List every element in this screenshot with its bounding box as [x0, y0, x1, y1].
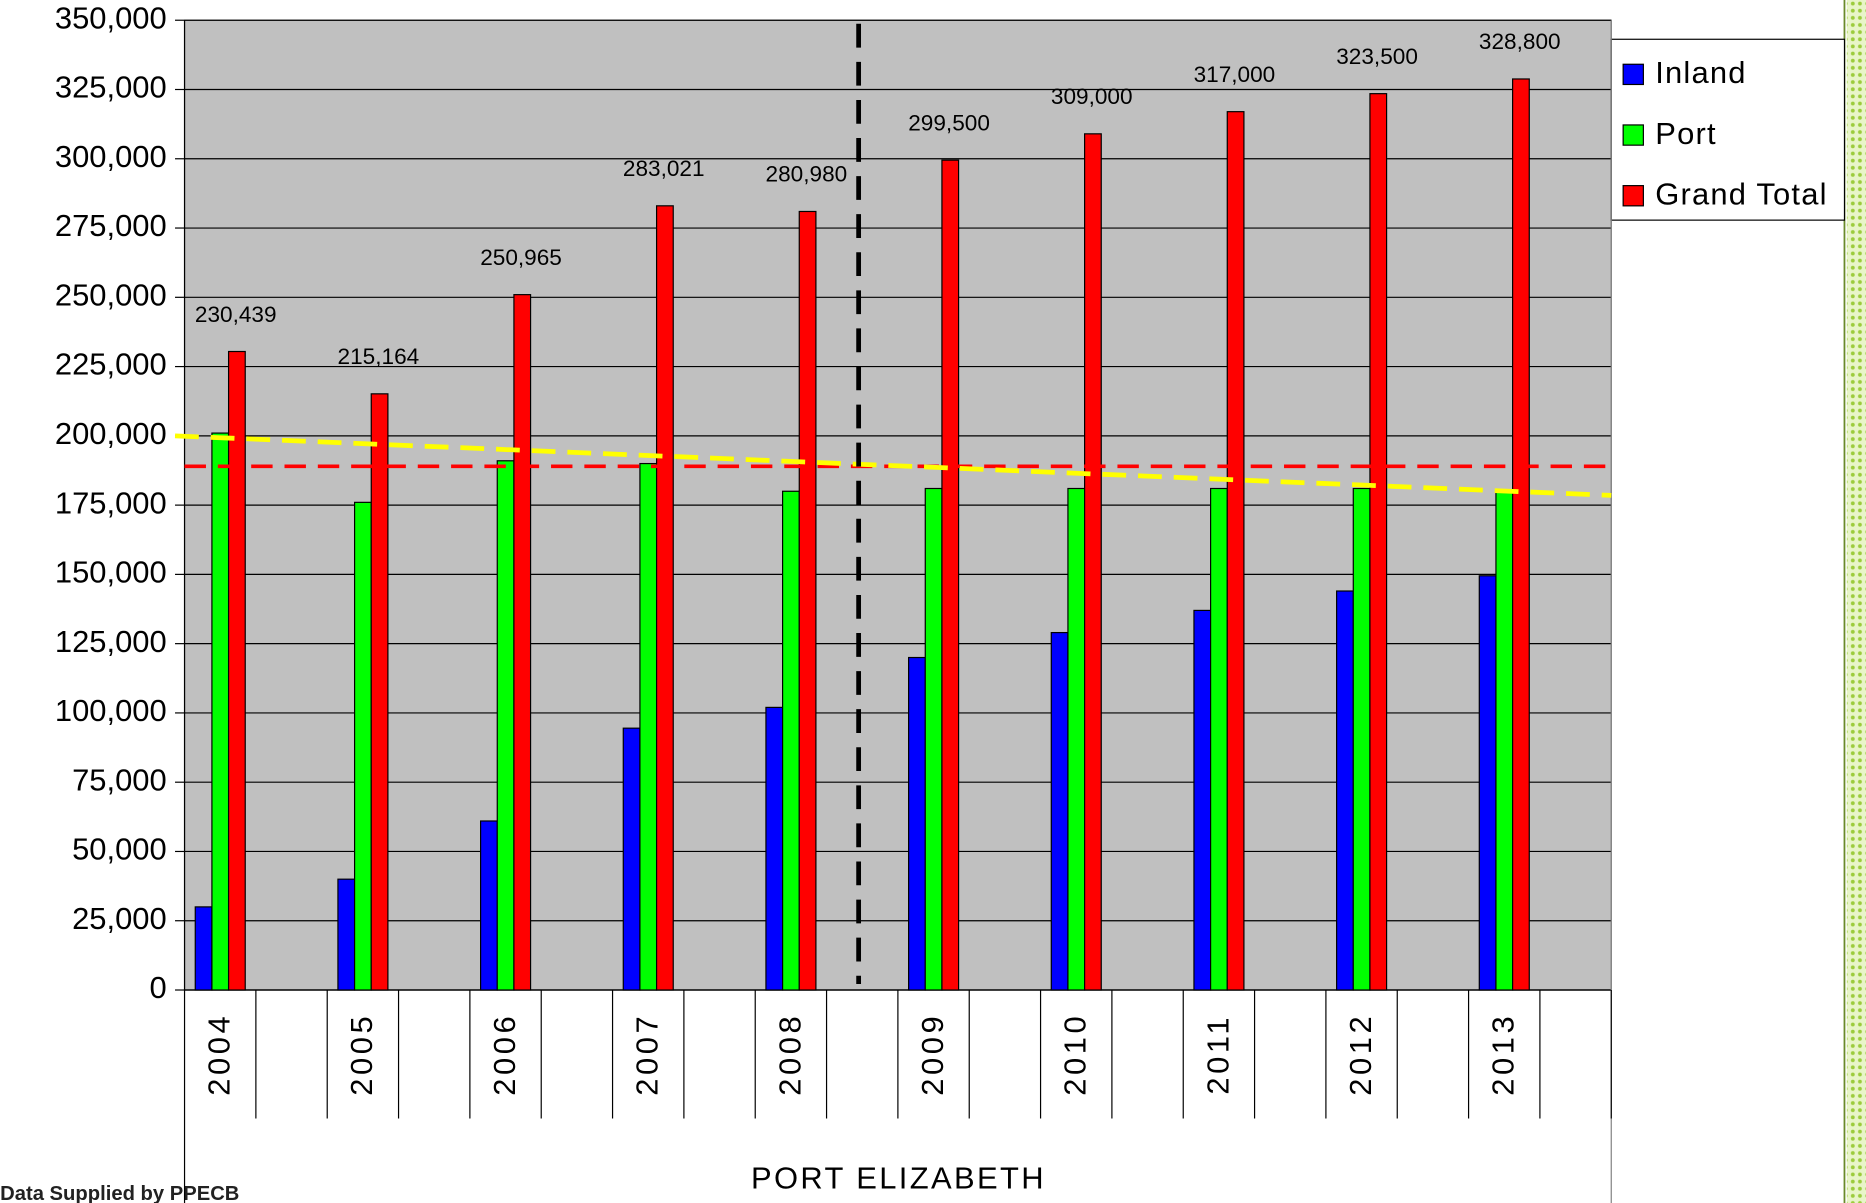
x-tick-label: 2007: [630, 1013, 665, 1096]
y-tick-label: 225,000: [55, 347, 167, 382]
y-tick-label: 175,000: [55, 485, 167, 520]
bar: [1352, 487, 1371, 991]
data-label: 328,800: [1479, 29, 1561, 54]
bar: [1193, 609, 1212, 991]
bar: [211, 432, 230, 991]
data-label: 280,980: [766, 162, 848, 187]
bar: [1050, 631, 1069, 991]
bar: [639, 462, 658, 991]
y-tick-label: 50,000: [72, 832, 167, 867]
bar: [1369, 93, 1388, 991]
x-tick-label: 2005: [344, 1013, 379, 1096]
bar: [1083, 133, 1102, 991]
x-tick-label: 2011: [1200, 1014, 1235, 1095]
bar: [924, 487, 943, 991]
y-tick-label: 275,000: [55, 208, 167, 243]
data-label: 230,439: [195, 302, 277, 327]
data-label: 309,000: [1051, 84, 1133, 109]
y-tick-label: 125,000: [55, 624, 167, 659]
y-tick-label: 75,000: [72, 762, 167, 797]
bar: [908, 656, 926, 991]
legend: Inland Port Grand Total: [1610, 38, 1846, 221]
y-tick-label: 300,000: [55, 139, 167, 174]
x-axis-title: PORT ELIZABETH: [751, 1161, 1046, 1196]
data-label: 283,021: [623, 156, 705, 181]
bar: [1226, 111, 1245, 991]
legend-label: Port: [1655, 116, 1716, 151]
bar: [1495, 490, 1514, 991]
x-tick-label: 2009: [915, 1013, 950, 1096]
y-tick-label: 100,000: [55, 693, 167, 728]
y-tick-label: 25,000: [72, 901, 167, 936]
bar: [1336, 590, 1354, 991]
bar: [370, 393, 389, 991]
x-tick-label: 2006: [487, 1013, 522, 1096]
x-tick-label: 2010: [1058, 1013, 1093, 1096]
bar: [194, 906, 213, 991]
x-tick-label: 2004: [202, 1013, 237, 1096]
legend-label: Inland: [1655, 55, 1746, 90]
y-tick-label: 150,000: [55, 555, 167, 590]
x-tick-label: 2013: [1486, 1013, 1521, 1096]
bar: [513, 294, 532, 991]
bar: [655, 205, 674, 991]
legend-swatch: [1622, 124, 1644, 146]
x-tick-label: 2012: [1343, 1013, 1378, 1096]
y-tick-label: 350,000: [55, 0, 167, 35]
y-tick-label: 250,000: [55, 277, 167, 312]
bar: [622, 727, 641, 991]
bar: [765, 706, 784, 991]
legend-swatch: [1622, 63, 1644, 86]
x-tick-label: 2008: [772, 1013, 807, 1096]
trendline: [174, 433, 1612, 498]
bar: [1478, 575, 1497, 991]
bar: [798, 210, 817, 991]
data-label: 323,500: [1336, 44, 1418, 69]
y-tick-label: 0: [149, 970, 166, 1005]
side-decoration: [1846, 0, 1866, 1203]
data-label: 317,000: [1194, 62, 1276, 87]
bar: [1512, 78, 1530, 991]
data-label: 250,965: [480, 245, 562, 270]
bar: [337, 878, 356, 991]
footnote: Data Supplied by PPECB: [0, 1183, 239, 1203]
bar: [480, 820, 498, 991]
bar: [941, 159, 960, 991]
legend-swatch: [1622, 185, 1644, 207]
bar: [353, 501, 372, 991]
bar: [1210, 487, 1228, 991]
legend-box: [1610, 38, 1846, 221]
y-tick-label: 200,000: [55, 416, 167, 451]
y-tick-label: 325,000: [55, 70, 167, 105]
data-label: 215,164: [338, 344, 420, 369]
bar: [496, 460, 515, 991]
legend-label: Grand Total: [1655, 177, 1827, 212]
bar: [1067, 487, 1086, 991]
bar: [227, 350, 246, 991]
data-label: 299,500: [908, 110, 990, 135]
bar: [782, 490, 800, 991]
